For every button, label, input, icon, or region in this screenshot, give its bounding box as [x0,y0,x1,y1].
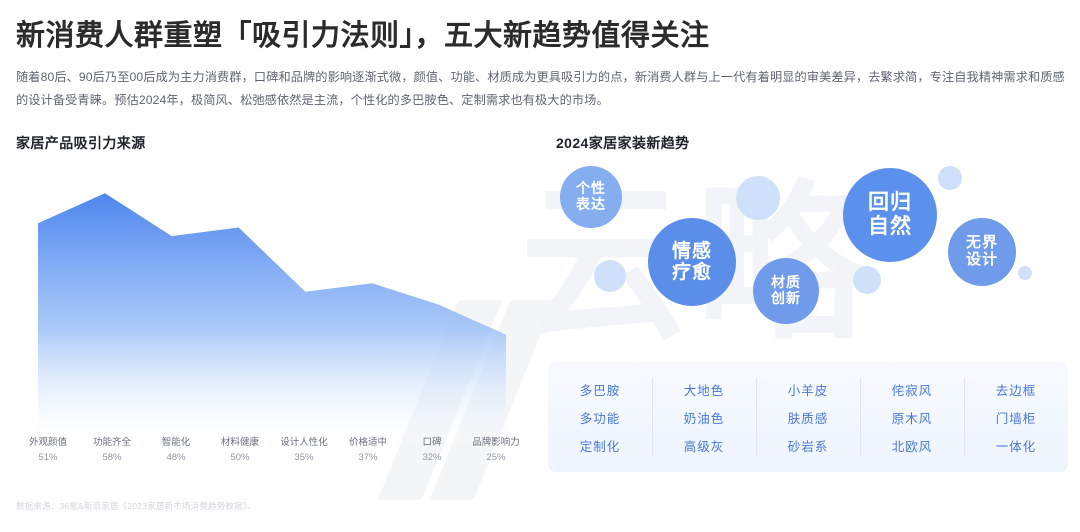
trend-tag[interactable]: 砂岩系 [787,439,829,454]
tag-column: 侘寂风 原木风 北欧风 [860,362,964,472]
chart-category-label: 功能齐全 [92,437,131,448]
chart-value-label: 32% [422,451,442,463]
trend-bubble-label: 情感 疗愈 [672,241,712,284]
tag-column: 去边框 门墙柜 一体化 [964,362,1068,472]
right-panel-title: 2024家居家装新趋势 [556,135,690,151]
trend-tag-grid: 多巴胺 多功能 定制化 大地色 奶油色 高级灰 小羊皮 肤质感 砂岩系 侘寂风 原木风 北欧风 去边框门… [548,362,1068,472]
trend-tag[interactable]: 高级灰 [683,439,725,454]
chart-value-label: 58% [102,451,122,463]
trend-bubble-line: 自然 [868,215,912,238]
trend-bubble-line: 疗愈 [671,262,712,283]
trend-bubble-line: 无界 [965,234,998,252]
trend-tag[interactable]: 北欧风 [891,439,933,454]
trend-tag[interactable]: 一体化 [995,439,1037,454]
chart-category-label: 品牌影响力 [472,437,520,448]
chart-axis-item: 价格适中 37% [336,436,400,482]
trend-bubble[interactable]: 个性 表达 [560,166,622,228]
chart-axis-item: 材料健康 50% [208,436,272,482]
chart-value-label: 51% [38,451,58,463]
chart-svg [38,193,506,442]
trend-bubble[interactable]: 无界 设计 [948,218,1016,286]
chart-category-label: 设计人性化 [280,437,328,448]
chart-axis-item: 外观颜值 51% [16,436,80,482]
decorative-bubble [853,266,881,294]
trend-tag[interactable]: 侘寂风 [891,383,933,398]
trend-bubble[interactable]: 材质 创新 [753,258,819,324]
trend-bubble-line: 材质 [771,274,801,291]
trend-bubble-label: 回归 自然 [868,191,912,238]
decorative-bubble [938,166,962,190]
trend-bubble-line: 回归 [868,191,912,215]
data-source-note: 数据来源：36氪&新浪家居《2023家居新市场消费趋势数据》。 [16,501,256,511]
trend-bubble-label: 无界 设计 [965,234,998,269]
trend-tag[interactable]: 奶油色 [683,411,725,426]
trend-tag[interactable]: 多巴胺 [579,383,621,398]
chart-value-label: 35% [294,451,314,463]
chart-value-label: 25% [486,451,506,463]
chart-category-label: 口碑 [422,437,442,448]
trend-bubble[interactable]: 情感 疗愈 [648,218,736,306]
decorative-bubble [1018,266,1032,280]
attractiveness-area-chart: 外观颜值 51% 功能齐全 58% 智能化 48% 材料健康 50% 设计人性化 35% 价格适中 3… [16,160,528,480]
decorative-bubble [736,176,780,220]
trend-bubble[interactable]: 回归 自然 [843,168,937,262]
trend-tag[interactable]: 门墙柜 [995,411,1037,426]
trend-tag[interactable]: 小羊皮 [787,383,829,398]
trend-bubble-cloud: 个性 表达情感 疗愈材质 创新 回归 自然无界 设计 [548,158,1068,358]
trend-bubble-label: 个性 表达 [576,181,606,212]
tag-column: 多巴胺 多功能 定制化 [548,362,652,472]
trend-bubble-line: 表达 [576,196,606,212]
left-panel-title: 家居产品吸引力来源 [16,135,146,151]
chart-axis-item: 设计人性化 35% [272,436,336,482]
trend-bubble-line: 设计 [965,251,998,268]
trend-tag[interactable]: 肤质感 [787,411,829,426]
chart-axis-item: 功能齐全 58% [80,436,144,482]
chart-value-label: 48% [166,451,186,463]
chart-value-label: 50% [230,451,250,463]
trend-bubble-line: 情感 [671,240,712,262]
trend-tag[interactable]: 去边框 [995,383,1037,398]
chart-category-label: 价格适中 [348,437,387,448]
chart-axis-item: 品牌影响力 25% [464,436,528,482]
trend-tag[interactable]: 原木风 [891,411,933,426]
chart-axis-item: 智能化 48% [144,436,208,482]
decorative-bubble [594,260,626,292]
chart-axis-item: 口碑 32% [400,436,464,482]
trend-bubble-line: 创新 [771,290,801,306]
page-lede: 随着80后、90后乃至00后成为主力消费群，口碑和品牌的影响逐渐式微，颜值、功能… [16,70,1065,107]
trend-tag[interactable]: 大地色 [683,383,725,398]
trend-tag[interactable]: 多功能 [579,411,621,426]
chart-category-label: 外观颜值 [28,437,67,448]
chart-axis-labels: 外观颜值 51% 功能齐全 58% 智能化 48% 材料健康 50% 设计人性化 35% 价格适中 3… [16,436,528,482]
chart-category-label: 材料健康 [220,437,259,448]
chart-value-label: 37% [358,451,378,463]
chart-category-label: 智能化 [161,437,191,448]
page-title: 新消费人群重塑「吸引力法则」，五大新趋势值得关注 [16,20,710,52]
trend-bubble-label: 材质 创新 [771,275,801,306]
tag-column: 大地色 奶油色 高级灰 [652,362,756,472]
trend-tag[interactable]: 定制化 [579,439,621,454]
trend-bubble-line: 个性 [576,180,606,197]
tag-column: 小羊皮 肤质感 砂岩系 [756,362,860,472]
